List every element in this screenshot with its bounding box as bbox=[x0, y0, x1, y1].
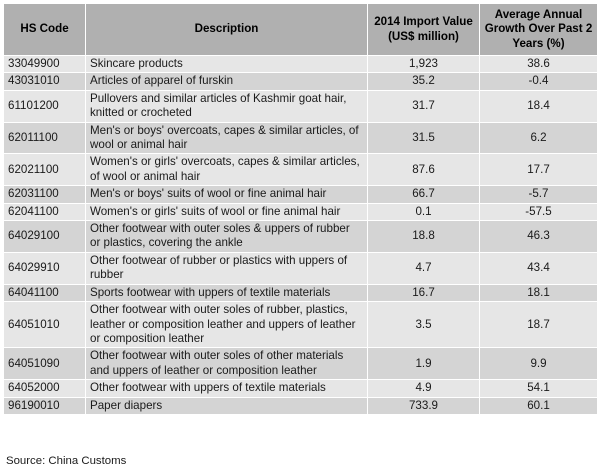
table-row: 62021100 Women's or girls' overcoats, cap… bbox=[4, 154, 598, 186]
hs-code-cell: 61101200 bbox=[4, 90, 86, 122]
import-value-cell: 733.9 bbox=[368, 397, 480, 414]
description-cell: Men's or boys' suits of wool or fine ani… bbox=[86, 186, 368, 203]
growth-cell: -0.4 bbox=[480, 73, 598, 90]
import-value-cell: 0.1 bbox=[368, 203, 480, 220]
header-row: HS Code Description 2014 Import Value (U… bbox=[4, 4, 598, 56]
table-body: 33049900 Skincare products 1,923 38.6 430310… bbox=[4, 56, 598, 415]
hs-code-cell: 64051010 bbox=[4, 302, 86, 348]
table-row: 64029100 Other footwear with outer soles … bbox=[4, 221, 598, 253]
growth-cell: 38.6 bbox=[480, 56, 598, 73]
hs-code-cell: 64052000 bbox=[4, 380, 86, 397]
import-table: HS Code Description 2014 Import Value (U… bbox=[3, 3, 598, 415]
table-row: 96190010 Paper diapers 733.9 60.1 bbox=[4, 397, 598, 414]
description-cell: Articles of apparel of furskin bbox=[86, 73, 368, 90]
import-value-cell: 87.6 bbox=[368, 154, 480, 186]
growth-cell: -57.5 bbox=[480, 203, 598, 220]
table-row: 64029910 Other footwear of rubber or plas… bbox=[4, 252, 598, 284]
growth-cell: 60.1 bbox=[480, 397, 598, 414]
hs-code-cell: 43031010 bbox=[4, 73, 86, 90]
description-cell: Other footwear with outer soles of other… bbox=[86, 348, 368, 380]
header-import-value: 2014 Import Value (US$ million) bbox=[368, 4, 480, 56]
hs-code-cell: 62031100 bbox=[4, 186, 86, 203]
description-cell: Skincare products bbox=[86, 56, 368, 73]
import-value-cell: 31.5 bbox=[368, 122, 480, 154]
source-note: Source: China Customs bbox=[6, 455, 126, 467]
growth-cell: 18.4 bbox=[480, 90, 598, 122]
description-cell: Other footwear with uppers of textile ma… bbox=[86, 380, 368, 397]
header-growth: Average Annual Growth Over Past 2 Years … bbox=[480, 4, 598, 56]
description-cell: Women's or girls' overcoats, capes & sim… bbox=[86, 154, 368, 186]
hs-code-cell: 64029910 bbox=[4, 252, 86, 284]
import-value-cell: 3.5 bbox=[368, 302, 480, 348]
table-row: 43031010 Articles of apparel of furskin 35… bbox=[4, 73, 598, 90]
growth-cell: 54.1 bbox=[480, 380, 598, 397]
import-value-cell: 66.7 bbox=[368, 186, 480, 203]
growth-cell: 18.7 bbox=[480, 302, 598, 348]
hs-code-cell: 64051090 bbox=[4, 348, 86, 380]
description-cell: Other footwear with outer soles & uppers… bbox=[86, 221, 368, 253]
table-row: 33049900 Skincare products 1,923 38.6 bbox=[4, 56, 598, 73]
import-value-cell: 4.9 bbox=[368, 380, 480, 397]
header-description: Description bbox=[86, 4, 368, 56]
description-cell: Men's or boys' overcoats, capes & simila… bbox=[86, 122, 368, 154]
description-cell: Other footwear with outer soles of rubbe… bbox=[86, 302, 368, 348]
import-value-cell: 1.9 bbox=[368, 348, 480, 380]
table-row: 61101200 Pullovers and similar articles o… bbox=[4, 90, 598, 122]
table-row: 64051010 Other footwear with outer soles … bbox=[4, 302, 598, 348]
table-row: 64051090 Other footwear with outer soles … bbox=[4, 348, 598, 380]
import-value-cell: 31.7 bbox=[368, 90, 480, 122]
table-row: 62031100 Men's or boys' suits of wool or … bbox=[4, 186, 598, 203]
growth-cell: 18.1 bbox=[480, 284, 598, 301]
import-value-cell: 1,923 bbox=[368, 56, 480, 73]
table-row: 62011100 Men's or boys' overcoats, capes … bbox=[4, 122, 598, 154]
hs-code-cell: 96190010 bbox=[4, 397, 86, 414]
import-value-cell: 16.7 bbox=[368, 284, 480, 301]
import-value-cell: 35.2 bbox=[368, 73, 480, 90]
table-row: 64052000 Other footwear with uppers of te… bbox=[4, 380, 598, 397]
table-row: 64041100 Sports footwear with uppers of t… bbox=[4, 284, 598, 301]
description-cell: Pullovers and similar articles of Kashmi… bbox=[86, 90, 368, 122]
growth-cell: 9.9 bbox=[480, 348, 598, 380]
hs-code-cell: 62021100 bbox=[4, 154, 86, 186]
import-value-cell: 4.7 bbox=[368, 252, 480, 284]
hs-code-cell: 64041100 bbox=[4, 284, 86, 301]
growth-cell: 17.7 bbox=[480, 154, 598, 186]
growth-cell: 6.2 bbox=[480, 122, 598, 154]
page: HS Code Description 2014 Import Value (U… bbox=[0, 0, 600, 473]
hs-code-cell: 62011100 bbox=[4, 122, 86, 154]
growth-cell: -5.7 bbox=[480, 186, 598, 203]
hs-code-cell: 64029100 bbox=[4, 221, 86, 253]
growth-cell: 43.4 bbox=[480, 252, 598, 284]
table-row: 62041100 Women's or girls' suits of wool … bbox=[4, 203, 598, 220]
hs-code-cell: 62041100 bbox=[4, 203, 86, 220]
description-cell: Paper diapers bbox=[86, 397, 368, 414]
growth-cell: 46.3 bbox=[480, 221, 598, 253]
import-value-cell: 18.8 bbox=[368, 221, 480, 253]
description-cell: Other footwear of rubber or plastics wit… bbox=[86, 252, 368, 284]
hs-code-cell: 33049900 bbox=[4, 56, 86, 73]
header-hs-code: HS Code bbox=[4, 4, 86, 56]
description-cell: Women's or girls' suits of wool or fine … bbox=[86, 203, 368, 220]
description-cell: Sports footwear with uppers of textile m… bbox=[86, 284, 368, 301]
